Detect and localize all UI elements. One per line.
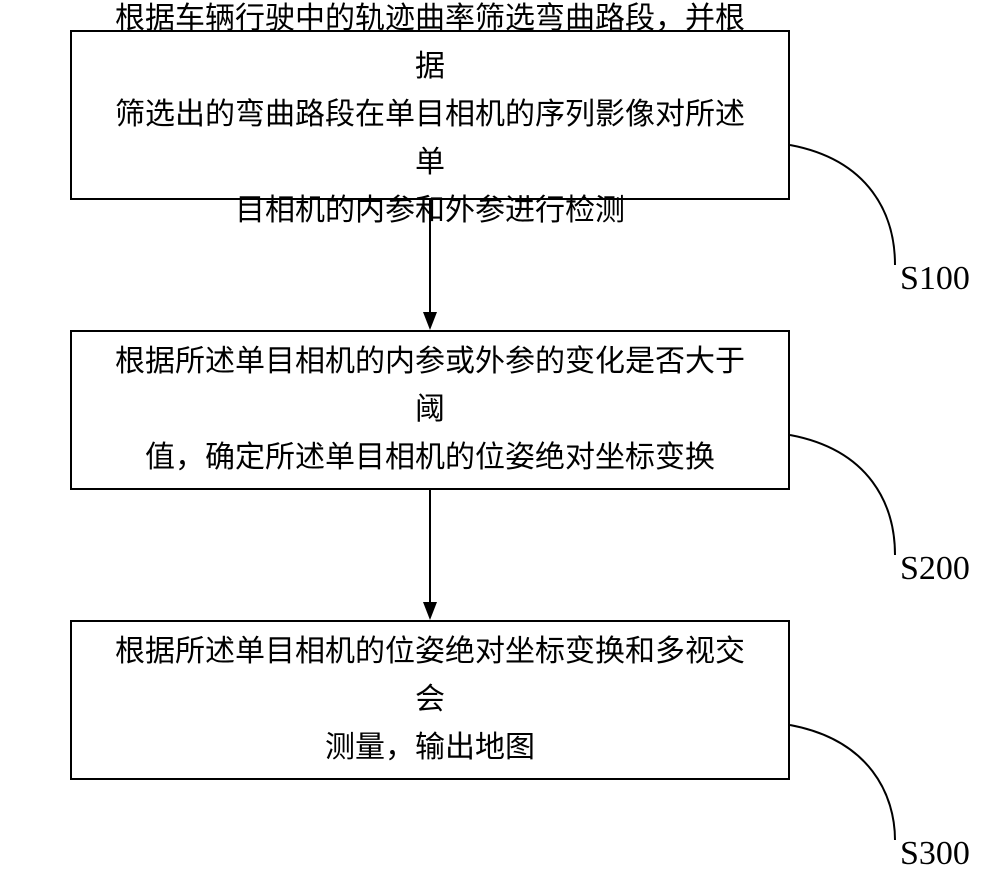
leader-curve-s100 [790, 145, 895, 265]
flow-node-s300: 根据所述单目相机的位姿绝对坐标变换和多视交会 测量，输出地图 [70, 620, 790, 780]
step-label-s200: S200 [900, 550, 970, 588]
leader-curve-s200 [790, 435, 895, 555]
flowchart-canvas: 根据车辆行驶中的轨迹曲率筛选弯曲路段，并根据 筛选出的弯曲路段在单目相机的序列影… [0, 0, 1000, 870]
flow-node-s200-text: 根据所述单目相机的内参或外参的变化是否大于阈 值，确定所述单目相机的位姿绝对坐标… [102, 338, 758, 482]
edge-s100-s200-arrowhead-icon [423, 312, 437, 330]
flow-node-s100: 根据车辆行驶中的轨迹曲率筛选弯曲路段，并根据 筛选出的弯曲路段在单目相机的序列影… [70, 30, 790, 200]
edge-s200-s300-arrowhead-icon [423, 602, 437, 620]
flow-node-s200: 根据所述单目相机的内参或外参的变化是否大于阈 值，确定所述单目相机的位姿绝对坐标… [70, 330, 790, 490]
leader-curve-s300 [790, 725, 895, 840]
step-label-s300: S300 [900, 835, 970, 873]
flow-node-s300-text: 根据所述单目相机的位姿绝对坐标变换和多视交会 测量，输出地图 [102, 628, 758, 772]
step-label-s100: S100 [900, 260, 970, 298]
flow-node-s100-text: 根据车辆行驶中的轨迹曲率筛选弯曲路段，并根据 筛选出的弯曲路段在单目相机的序列影… [102, 0, 758, 235]
